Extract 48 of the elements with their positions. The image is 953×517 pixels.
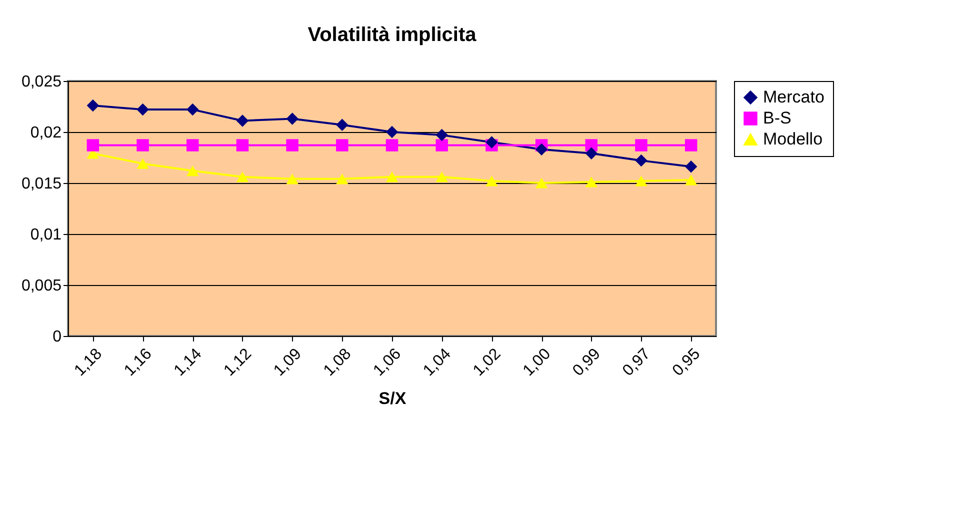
point — [635, 154, 648, 167]
y-tick-label: 0,015 — [21, 176, 62, 192]
point — [136, 103, 149, 116]
point — [436, 139, 448, 152]
legend-label: Mercato — [763, 88, 824, 106]
point — [236, 139, 249, 152]
x-tick-label: 0,95 — [670, 345, 704, 380]
point — [535, 178, 548, 188]
point — [635, 176, 648, 186]
point — [585, 176, 598, 188]
legend-label: B-S — [763, 108, 792, 128]
point — [186, 165, 199, 176]
point — [684, 174, 698, 186]
legend-label: Modello — [763, 130, 823, 148]
point — [436, 128, 448, 142]
chart-title: Volatilità implicita — [308, 24, 478, 46]
x-tick-label: 0,99 — [570, 345, 604, 380]
point — [286, 174, 298, 184]
point — [236, 114, 249, 127]
y-tick-label: 0,025 — [21, 74, 62, 90]
point — [236, 172, 249, 182]
point — [336, 118, 348, 131]
point — [336, 139, 348, 152]
point — [86, 139, 100, 152]
y-tick-label: 0,01 — [30, 226, 62, 244]
point — [136, 158, 149, 169]
point — [136, 139, 149, 152]
point — [86, 99, 100, 112]
y-tick-label: 0,005 — [21, 278, 62, 294]
point — [535, 143, 548, 156]
point — [684, 139, 698, 152]
point — [286, 139, 298, 152]
point — [436, 172, 448, 182]
point — [336, 174, 348, 184]
point — [635, 139, 648, 152]
point — [386, 139, 398, 152]
point — [486, 136, 498, 148]
point — [386, 126, 398, 138]
point — [486, 176, 498, 186]
point — [386, 172, 398, 182]
point — [286, 112, 298, 125]
y-tick-label: 0,02 — [30, 124, 62, 142]
y-tick-label: 0 — [52, 328, 62, 346]
point — [684, 160, 698, 173]
point — [186, 103, 199, 116]
point — [186, 139, 199, 152]
point — [585, 147, 598, 160]
x-axis-title: S/X — [378, 388, 407, 408]
